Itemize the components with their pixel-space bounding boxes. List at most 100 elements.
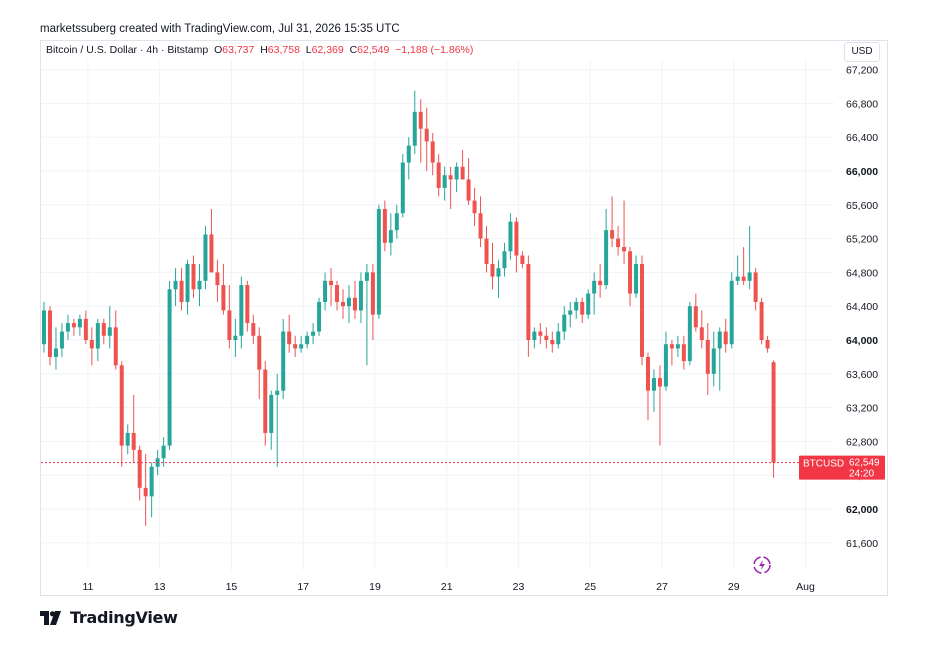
candle[interactable] xyxy=(550,331,555,353)
candle[interactable] xyxy=(221,263,226,315)
candle[interactable] xyxy=(735,255,740,286)
candle[interactable] xyxy=(765,335,770,353)
candle[interactable] xyxy=(663,331,668,391)
candle[interactable] xyxy=(95,318,100,362)
candle[interactable] xyxy=(394,204,399,239)
candle[interactable] xyxy=(687,301,692,366)
candle[interactable] xyxy=(341,289,345,319)
candle[interactable] xyxy=(311,323,316,345)
candle[interactable] xyxy=(131,394,136,463)
candle[interactable] xyxy=(233,318,238,357)
candle[interactable] xyxy=(747,225,752,290)
candle[interactable] xyxy=(604,209,609,290)
candle[interactable] xyxy=(484,225,489,273)
candle[interactable] xyxy=(275,373,280,467)
candle[interactable] xyxy=(335,280,340,311)
candle[interactable] xyxy=(598,263,603,298)
candle[interactable] xyxy=(209,209,214,273)
candle[interactable] xyxy=(424,107,429,171)
candle[interactable] xyxy=(149,462,154,518)
candle[interactable] xyxy=(699,310,704,349)
candle[interactable] xyxy=(299,335,304,353)
candle[interactable] xyxy=(628,247,633,307)
candle[interactable] xyxy=(287,314,292,353)
candle[interactable] xyxy=(317,297,322,336)
candle[interactable] xyxy=(651,369,656,412)
candle[interactable] xyxy=(640,255,644,366)
candle[interactable] xyxy=(657,365,662,446)
candle[interactable] xyxy=(329,268,334,307)
candle[interactable] xyxy=(65,314,70,340)
candle[interactable] xyxy=(400,154,405,218)
candle[interactable] xyxy=(323,272,328,311)
candle[interactable] xyxy=(143,454,148,526)
candle[interactable] xyxy=(370,263,375,340)
candle[interactable] xyxy=(89,327,94,366)
candle[interactable] xyxy=(418,99,423,163)
candle[interactable] xyxy=(47,306,52,366)
candle[interactable] xyxy=(669,340,674,366)
candle[interactable] xyxy=(771,360,776,478)
candle[interactable] xyxy=(634,255,639,298)
candle[interactable] xyxy=(257,327,262,400)
lightning-icon[interactable] xyxy=(753,556,771,574)
candle[interactable] xyxy=(173,268,178,307)
candle[interactable] xyxy=(269,390,274,450)
candle[interactable] xyxy=(520,251,525,269)
candle[interactable] xyxy=(741,247,746,286)
candle[interactable] xyxy=(113,310,118,370)
candle[interactable] xyxy=(406,137,411,180)
candle[interactable] xyxy=(538,323,543,345)
candle[interactable] xyxy=(472,187,477,226)
candle[interactable] xyxy=(382,200,387,252)
candle[interactable] xyxy=(610,196,615,248)
candle[interactable] xyxy=(526,255,531,357)
candle[interactable] xyxy=(364,263,369,366)
candle[interactable] xyxy=(580,297,585,324)
candle[interactable] xyxy=(412,90,417,155)
candle[interactable] xyxy=(263,361,268,446)
candle[interactable] xyxy=(544,327,549,349)
candle[interactable] xyxy=(574,297,579,319)
candle[interactable] xyxy=(185,259,190,315)
candle[interactable] xyxy=(352,280,357,319)
candle[interactable] xyxy=(675,335,680,357)
candle[interactable] xyxy=(305,331,310,349)
candle[interactable] xyxy=(711,331,716,387)
candle[interactable] xyxy=(161,437,166,467)
candle[interactable] xyxy=(622,200,627,264)
candle[interactable] xyxy=(717,327,722,391)
candle[interactable] xyxy=(508,213,513,260)
candle[interactable] xyxy=(586,289,591,319)
candle[interactable] xyxy=(101,318,106,345)
candle[interactable] xyxy=(71,318,76,336)
candle[interactable] xyxy=(466,158,471,205)
candle[interactable] xyxy=(245,280,250,332)
candle[interactable] xyxy=(239,276,244,349)
candle[interactable] xyxy=(681,335,686,370)
candle[interactable] xyxy=(125,424,130,455)
candle[interactable] xyxy=(293,335,298,357)
candle[interactable] xyxy=(203,225,208,290)
candle[interactable] xyxy=(179,268,184,311)
candle[interactable] xyxy=(759,297,764,345)
candle[interactable] xyxy=(430,132,435,176)
candle[interactable] xyxy=(723,318,728,353)
candle[interactable] xyxy=(42,301,46,353)
candle[interactable] xyxy=(556,323,561,349)
candle[interactable] xyxy=(645,352,650,421)
candle[interactable] xyxy=(753,268,758,311)
candle[interactable] xyxy=(77,314,82,336)
currency-button[interactable]: USD xyxy=(844,42,880,62)
candle[interactable] xyxy=(167,280,172,450)
candle[interactable] xyxy=(436,154,441,197)
candle[interactable] xyxy=(83,310,88,345)
candle[interactable] xyxy=(478,196,483,248)
candle[interactable] xyxy=(358,272,363,324)
candle[interactable] xyxy=(442,166,447,201)
candle[interactable] xyxy=(376,204,381,319)
candle[interactable] xyxy=(514,217,519,273)
candle[interactable] xyxy=(137,445,142,501)
candle[interactable] xyxy=(119,361,124,467)
